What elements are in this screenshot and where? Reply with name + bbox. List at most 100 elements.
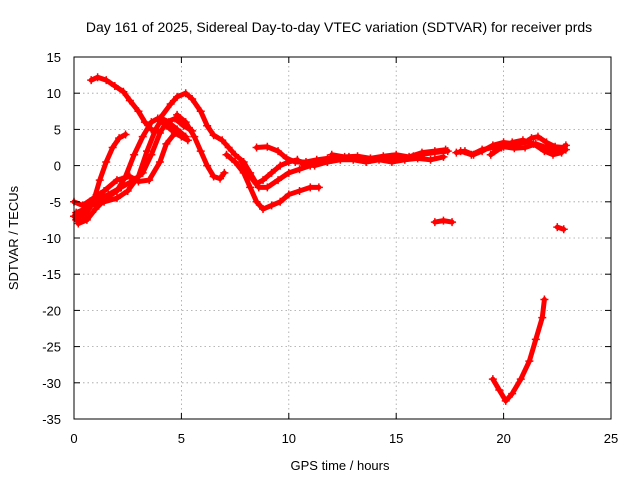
data-point (274, 147, 283, 156)
y-tick-label: -25 (42, 340, 61, 355)
data-point (478, 145, 487, 154)
grid (74, 57, 611, 419)
data-point (392, 150, 401, 159)
data-point (495, 386, 504, 395)
data-point (181, 118, 190, 127)
data-point (259, 205, 268, 214)
series-arc-f (87, 73, 162, 135)
data-point (559, 225, 568, 234)
data-point (538, 313, 547, 322)
data-point (121, 172, 130, 181)
data-point (147, 125, 156, 134)
y-tick-label: -30 (42, 376, 61, 391)
data-point (497, 143, 506, 152)
series-arc-n (430, 216, 457, 227)
series-arc-s (488, 295, 549, 405)
data-point (155, 114, 164, 123)
data-point (222, 150, 231, 159)
data-point (246, 172, 255, 181)
data-point (439, 152, 448, 161)
data-point (100, 186, 109, 195)
x-tick-label: 0 (70, 431, 77, 446)
data-point (540, 147, 549, 156)
data-point (224, 143, 233, 152)
data-point (340, 152, 349, 161)
data-point (267, 201, 276, 210)
data-point (162, 121, 171, 130)
data-point (166, 100, 175, 109)
series-trace (490, 297, 547, 404)
x-tick-label: 15 (389, 431, 403, 446)
data-point (263, 142, 272, 151)
data-point (314, 183, 323, 192)
y-tick-label: -20 (42, 303, 61, 318)
data-point (417, 148, 426, 157)
data-point (282, 154, 291, 163)
data-point (276, 197, 285, 206)
data-point (173, 110, 182, 119)
data-point (267, 168, 276, 177)
data-point (216, 174, 225, 183)
y-tick-label: 15 (47, 50, 61, 65)
data-point (121, 130, 130, 139)
data-point (112, 194, 121, 203)
data-point (430, 218, 439, 227)
data-point (196, 107, 205, 116)
data-point (525, 357, 534, 366)
data-point (353, 152, 362, 161)
data-point (486, 150, 495, 159)
y-axis-label: SDTVAR / TECUs (6, 185, 21, 290)
data-point (557, 148, 566, 157)
data-point (540, 295, 549, 304)
data-point (306, 183, 315, 192)
data-point (387, 157, 396, 166)
data-point (119, 87, 128, 96)
data-point (553, 223, 562, 232)
data-point (276, 161, 285, 170)
data-point (531, 335, 540, 344)
y-tick-label: 5 (54, 122, 61, 137)
data-point (291, 157, 300, 166)
series-arc-h (173, 110, 229, 183)
data-point (153, 126, 162, 135)
data-point (170, 129, 179, 138)
data-point (295, 186, 304, 195)
data-point (508, 138, 517, 147)
data-point (220, 168, 229, 177)
data-point (181, 89, 190, 98)
data-point (501, 396, 510, 405)
data-point (533, 132, 542, 141)
data-point (80, 212, 89, 221)
data-point (181, 132, 190, 141)
data-point (108, 143, 117, 152)
data-point (93, 73, 102, 82)
x-tick-label: 5 (178, 431, 185, 446)
data-point (259, 176, 268, 185)
data-point (134, 172, 143, 181)
data-point (252, 143, 261, 152)
series-trace (329, 147, 449, 161)
data-point (549, 150, 558, 159)
data-point (110, 81, 119, 90)
x-tick-label: 20 (496, 431, 510, 446)
series-arc-i (222, 150, 323, 214)
series-arc-e (72, 130, 130, 224)
data-point (456, 147, 465, 156)
data-point (561, 141, 570, 150)
data-point (209, 131, 218, 140)
series-trace (73, 131, 129, 223)
data-point (102, 194, 111, 203)
x-tick-label: 10 (282, 431, 296, 446)
data-point (297, 159, 306, 168)
data-point (467, 150, 476, 159)
data-point (508, 389, 517, 398)
data-point (252, 197, 261, 206)
y-tick-label: 0 (54, 159, 61, 174)
data-point (426, 155, 435, 164)
data-point (130, 150, 139, 159)
data-point (218, 136, 227, 145)
data-point (190, 132, 199, 141)
chart-title: Day 161 of 2025, Sidereal Day-to-day VTE… (86, 19, 592, 35)
data-point (441, 145, 450, 154)
